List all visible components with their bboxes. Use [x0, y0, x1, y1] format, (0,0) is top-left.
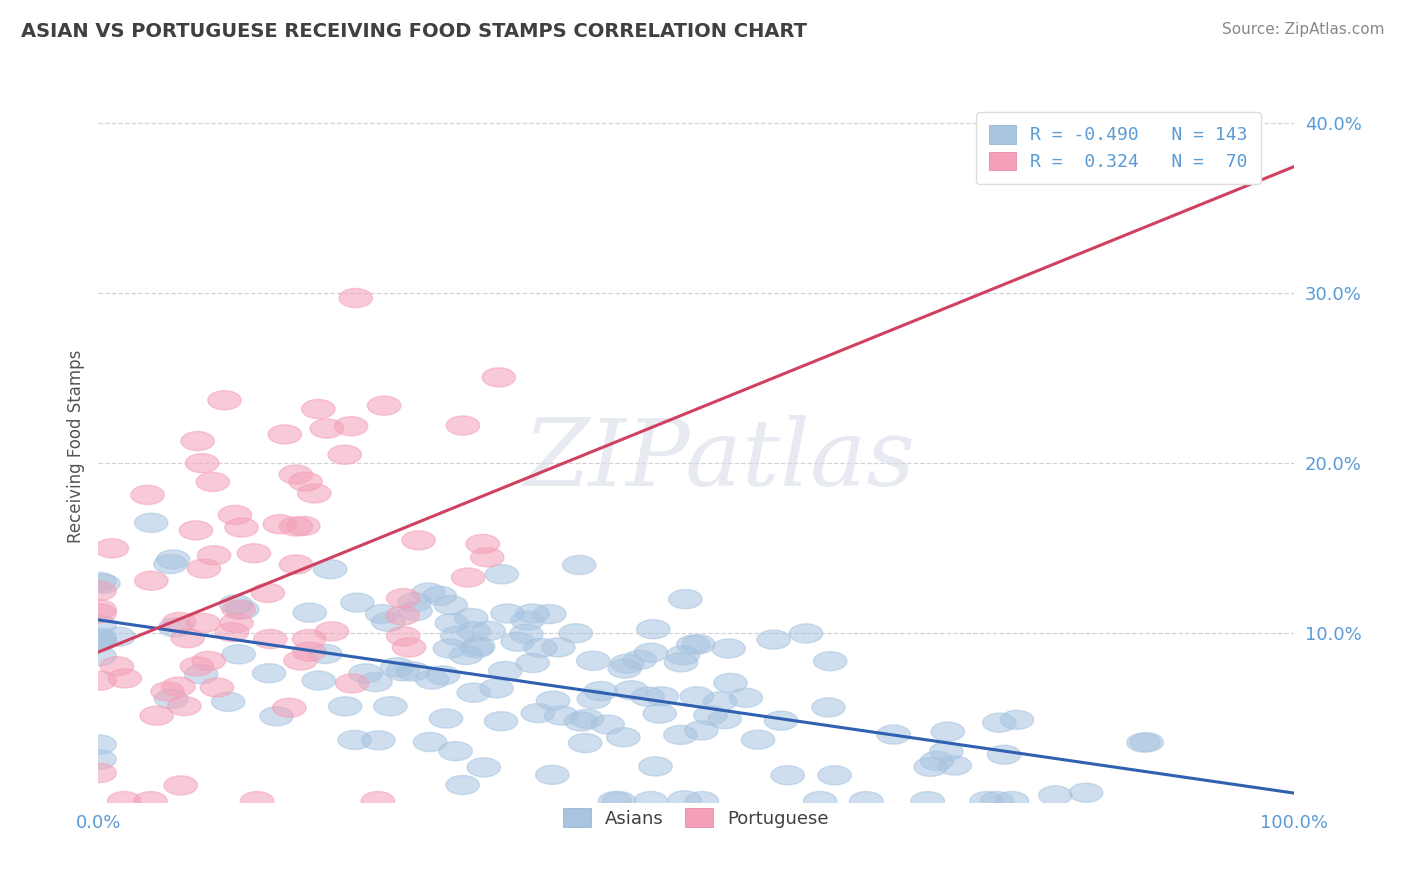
- Text: Source: ZipAtlas.com: Source: ZipAtlas.com: [1222, 22, 1385, 37]
- Text: ZIPatlas: ZIPatlas: [524, 416, 915, 505]
- Y-axis label: Receiving Food Stamps: Receiving Food Stamps: [66, 350, 84, 542]
- Text: ASIAN VS PORTUGUESE RECEIVING FOOD STAMPS CORRELATION CHART: ASIAN VS PORTUGUESE RECEIVING FOOD STAMP…: [21, 22, 807, 41]
- Legend: Asians, Portuguese: Asians, Portuguese: [554, 799, 838, 837]
